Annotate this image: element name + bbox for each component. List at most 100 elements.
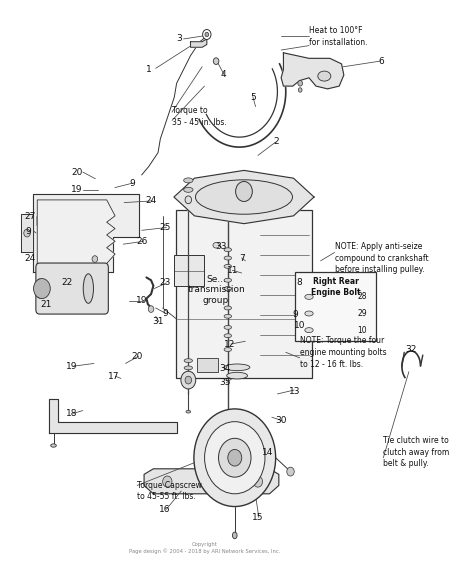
Text: 33: 33 [215, 242, 227, 251]
Polygon shape [33, 194, 139, 272]
Text: 6: 6 [378, 57, 384, 66]
Ellipse shape [318, 71, 331, 81]
Polygon shape [144, 469, 279, 494]
Ellipse shape [36, 279, 44, 298]
Text: 24: 24 [25, 254, 36, 263]
Text: 35: 35 [219, 378, 231, 387]
Circle shape [287, 467, 294, 476]
Text: 9: 9 [25, 227, 31, 236]
Ellipse shape [184, 359, 192, 363]
Text: 21: 21 [41, 299, 52, 308]
Circle shape [213, 58, 219, 65]
Polygon shape [191, 39, 207, 47]
Text: NOTE: Apply anti-seize
compound to crankshaft
before installing pulley.: NOTE: Apply anti-seize compound to crank… [335, 242, 428, 275]
Circle shape [148, 306, 154, 312]
Ellipse shape [184, 373, 192, 377]
Circle shape [298, 88, 302, 92]
Text: 27: 27 [25, 212, 36, 221]
Circle shape [228, 449, 242, 466]
Circle shape [181, 371, 196, 389]
Bar [197, 358, 218, 372]
Text: 14: 14 [262, 448, 273, 457]
Text: 23: 23 [159, 278, 171, 288]
Text: 25: 25 [159, 223, 171, 232]
Ellipse shape [213, 242, 219, 248]
Ellipse shape [227, 372, 247, 379]
Ellipse shape [224, 286, 231, 290]
Text: 19: 19 [71, 185, 82, 194]
Ellipse shape [183, 187, 193, 192]
Ellipse shape [224, 348, 231, 351]
Ellipse shape [224, 264, 231, 268]
Ellipse shape [51, 444, 56, 447]
Text: 26: 26 [136, 237, 147, 246]
Text: 8: 8 [297, 278, 302, 288]
Ellipse shape [186, 410, 191, 413]
Ellipse shape [83, 274, 93, 303]
Text: 12: 12 [224, 340, 236, 349]
Ellipse shape [305, 311, 313, 316]
Ellipse shape [224, 278, 231, 282]
Ellipse shape [184, 366, 192, 370]
Ellipse shape [224, 306, 231, 310]
Circle shape [202, 29, 211, 40]
Text: 20: 20 [131, 351, 143, 361]
Text: 10: 10 [357, 325, 367, 335]
Text: Torque to
35 - 45 in. lbs.: Torque to 35 - 45 in. lbs. [172, 106, 227, 127]
Ellipse shape [224, 248, 231, 252]
Text: 7: 7 [239, 254, 245, 263]
Polygon shape [174, 170, 314, 224]
Text: 28: 28 [358, 293, 367, 301]
Text: 4: 4 [220, 71, 226, 79]
Circle shape [92, 256, 98, 263]
Text: Tie clutch wire to
clutch away from
belt & pully.: Tie clutch wire to clutch away from belt… [383, 436, 449, 469]
Polygon shape [21, 213, 33, 252]
Text: 11: 11 [227, 266, 238, 275]
Ellipse shape [224, 325, 231, 329]
Text: 3: 3 [176, 35, 182, 44]
Text: 18: 18 [66, 409, 78, 418]
Circle shape [205, 32, 209, 37]
Text: 29: 29 [357, 309, 367, 318]
Text: 2: 2 [273, 137, 279, 146]
Polygon shape [281, 53, 344, 89]
Circle shape [185, 376, 191, 384]
Text: Heat to 100°F
for installation.: Heat to 100°F for installation. [309, 26, 367, 46]
Ellipse shape [305, 294, 313, 299]
Text: 9: 9 [292, 310, 298, 319]
Text: 30: 30 [275, 416, 287, 425]
Text: 20: 20 [71, 168, 82, 177]
Ellipse shape [232, 532, 237, 539]
Text: 9: 9 [162, 309, 168, 318]
Circle shape [24, 229, 30, 237]
Text: 13: 13 [289, 387, 301, 396]
Text: 16: 16 [159, 505, 171, 514]
Circle shape [34, 278, 50, 298]
Circle shape [253, 476, 263, 487]
Ellipse shape [195, 180, 292, 214]
Ellipse shape [224, 256, 231, 260]
Text: 19: 19 [66, 362, 78, 371]
Text: 22: 22 [62, 278, 73, 288]
Polygon shape [37, 200, 115, 264]
Circle shape [298, 80, 302, 86]
Ellipse shape [305, 328, 313, 333]
Text: 5: 5 [250, 93, 256, 102]
Bar [295, 272, 376, 341]
Text: 24: 24 [146, 196, 157, 205]
Text: 32: 32 [406, 345, 417, 354]
Text: ARI Parts: ARI Parts [202, 272, 253, 282]
Text: 10: 10 [294, 321, 305, 330]
Text: 19: 19 [136, 296, 147, 305]
Text: 31: 31 [152, 318, 164, 327]
FancyBboxPatch shape [36, 263, 109, 314]
Circle shape [236, 182, 252, 201]
Ellipse shape [224, 314, 231, 318]
Circle shape [219, 438, 251, 477]
Text: Torque Capscrew
to 45-55 ft. lbs.: Torque Capscrew to 45-55 ft. lbs. [137, 481, 202, 501]
Text: Se...
transmission
group: Se... transmission group [187, 275, 245, 305]
Text: 34: 34 [220, 365, 231, 374]
Text: 9: 9 [129, 179, 136, 188]
Text: Copyright
Page design © 2004 - 2018 by ARI Network Services, Inc.: Copyright Page design © 2004 - 2018 by A… [129, 542, 280, 554]
Text: Right Rear
Engine Bolt: Right Rear Engine Bolt [311, 277, 361, 297]
